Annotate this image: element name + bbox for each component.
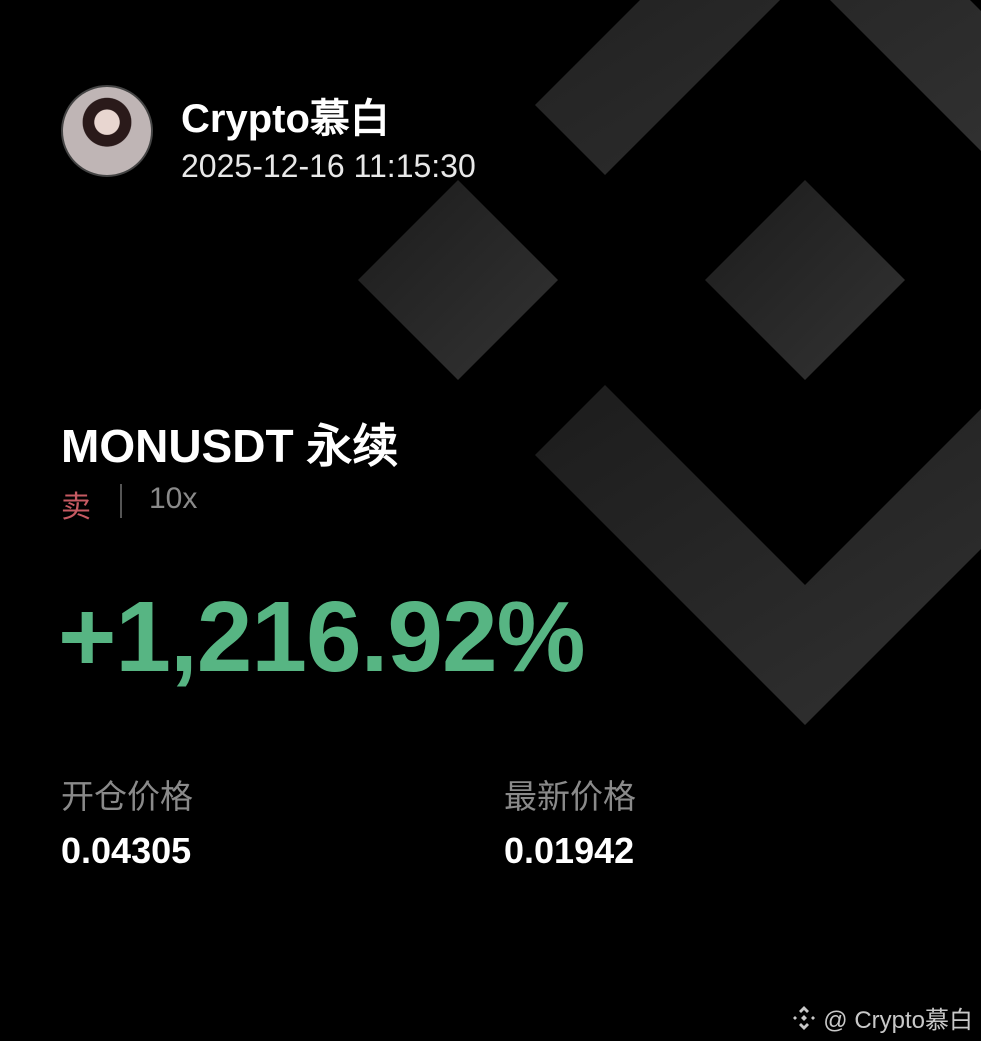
logo-bottom-chevron [535,385,981,725]
watermark: @ Crypto慕白 [791,1000,973,1035]
last-price-label: 最新价格 [504,778,636,815]
trading-pair: MONUSDT 永续 [61,420,399,472]
avatar [61,85,153,177]
logo-center-diamond [705,180,905,380]
user-name: Crypto慕白 [181,97,390,141]
logo-left-diamond [358,180,558,380]
timestamp: 2025-12-16 11:15:30 [181,148,476,184]
entry-price-label: 开仓价格 [61,778,193,815]
watermark-text: @ Crypto慕白 [823,1007,973,1034]
divider [120,484,122,518]
binance-logo-icon [793,1005,816,1030]
pnl-percent: +1,216.92% [58,581,586,693]
side-label: 卖 [61,491,91,524]
leverage: 10x [149,482,198,515]
last-price-value: 0.01942 [504,830,635,871]
entry-price-value: 0.04305 [61,830,192,871]
logo-top-chevron [535,0,981,175]
